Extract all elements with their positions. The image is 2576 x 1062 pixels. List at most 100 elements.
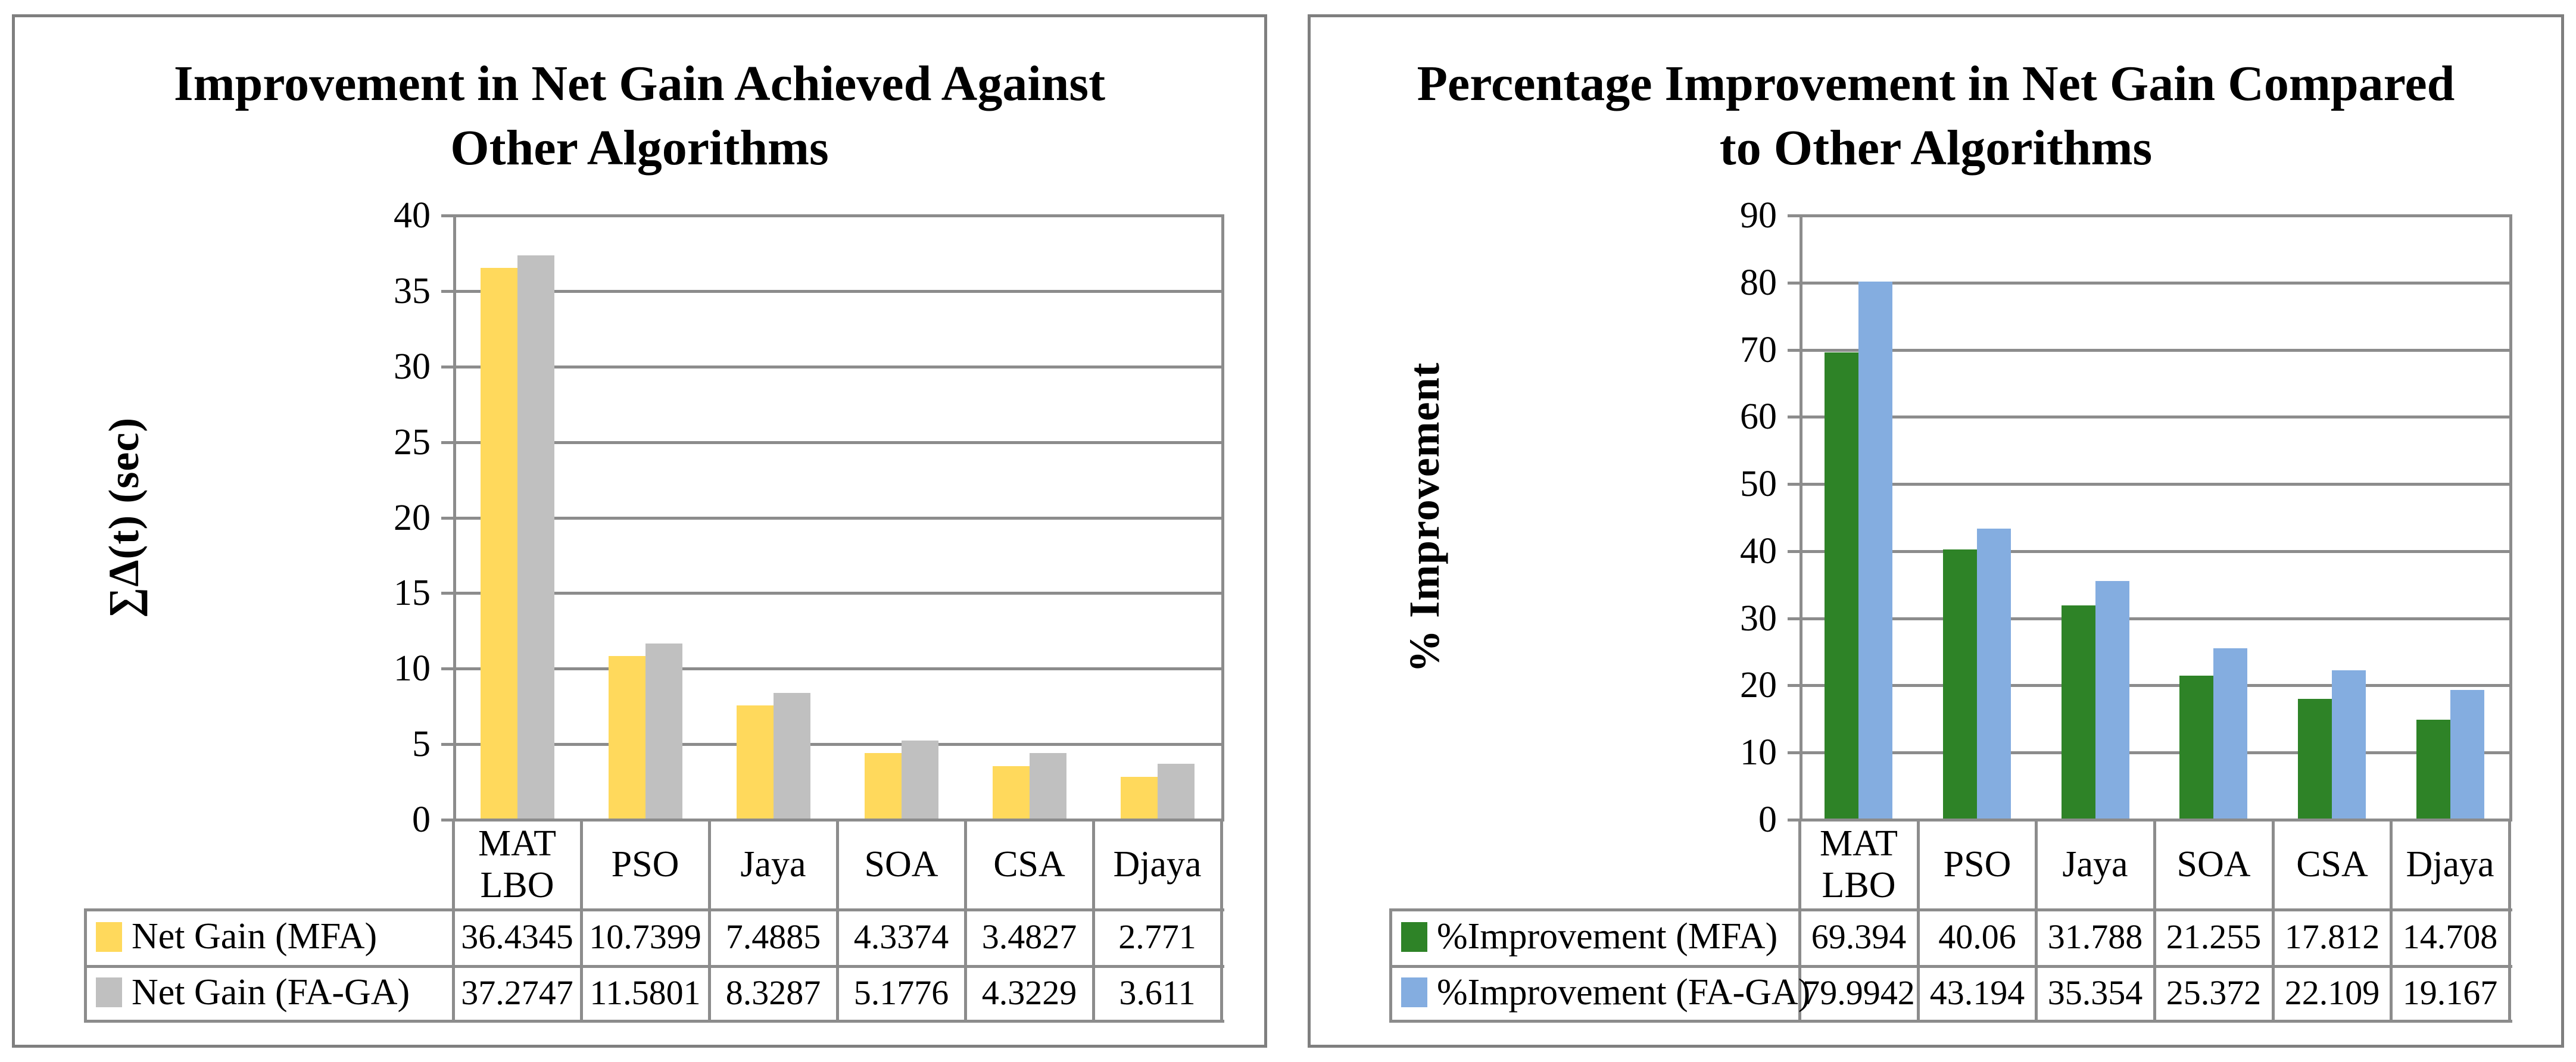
table-value-cell: 5.1776 xyxy=(853,973,949,1012)
gridline xyxy=(1800,751,2509,755)
table-border-line xyxy=(964,820,967,910)
category-label: PSO xyxy=(1943,844,2011,885)
y-tick-mark xyxy=(441,289,453,293)
y-axis-title: % Improvement xyxy=(1401,362,1448,673)
gridline xyxy=(453,289,1221,293)
y-tick-label: 70 xyxy=(1740,329,1777,370)
table-value-cell: 19.167 xyxy=(2402,973,2498,1012)
y-tick-label: 10 xyxy=(394,648,431,689)
legend-swatch xyxy=(1401,922,1427,952)
table-border-line xyxy=(1220,908,1223,1023)
table-border-line xyxy=(85,1020,1224,1023)
bar-series-0 xyxy=(2179,676,2214,819)
category-label: PSO xyxy=(611,844,679,885)
y-tick-mark xyxy=(441,819,453,822)
y-tick-mark xyxy=(1788,416,1800,419)
table-value-cell: 17.812 xyxy=(2284,917,2380,956)
bar-series-1 xyxy=(773,693,810,819)
y-tick-label: 60 xyxy=(1740,396,1777,438)
gridline xyxy=(1800,684,2509,688)
bar-series-0 xyxy=(1825,352,1859,819)
legend-swatch xyxy=(1401,977,1427,1007)
table-value-cell: 36.4345 xyxy=(461,917,573,956)
bar-series-1 xyxy=(1858,282,1893,819)
table-border-line xyxy=(84,908,87,1023)
legend-label: Net Gain (FA-GA) xyxy=(132,972,410,1013)
table-value-cell: 11.5801 xyxy=(590,973,701,1012)
table-value-cell: 31.788 xyxy=(2047,917,2143,956)
bar-series-1 xyxy=(1157,764,1195,819)
y-tick-mark xyxy=(1788,281,1800,285)
bar-series-1 xyxy=(1029,753,1066,819)
table-border-line xyxy=(452,908,455,1023)
net-gain-chart-panel: Improvement in Net Gain Achieved Against… xyxy=(12,14,1267,1048)
bar-series-0 xyxy=(1943,549,1977,819)
y-tick-label: 10 xyxy=(1740,732,1777,773)
gridline xyxy=(453,592,1221,595)
legend-item: %Improvement (MFA) xyxy=(1390,910,1796,964)
gridline xyxy=(1800,483,2509,486)
table-border-line xyxy=(1390,965,2512,968)
y-tick-mark xyxy=(1788,549,1800,553)
legend-item: Net Gain (MFA) xyxy=(85,910,450,964)
table-border-line xyxy=(580,820,583,910)
table-border-line xyxy=(2390,908,2393,1023)
table-border-line xyxy=(580,908,583,1023)
table-border-line xyxy=(452,820,455,910)
y-tick-label: 25 xyxy=(394,421,431,463)
gridline xyxy=(453,743,1221,746)
bar-series-1 xyxy=(2213,648,2248,819)
table-border-line xyxy=(1390,908,2512,911)
category-label: MAT LBO xyxy=(1820,823,1898,905)
chart-border-line xyxy=(453,214,1224,217)
bar-series-1 xyxy=(2450,690,2484,819)
y-tick-mark xyxy=(1788,483,1800,486)
table-border-line xyxy=(1390,1020,2512,1023)
category-label: CSA xyxy=(993,844,1065,885)
chart-border-line xyxy=(1800,214,1802,822)
table-border-line xyxy=(1917,820,1920,910)
table-value-cell: 79.9942 xyxy=(1802,973,1915,1012)
bar-series-1 xyxy=(645,644,682,819)
y-tick-mark xyxy=(441,667,453,671)
table-border-line xyxy=(1092,820,1095,910)
y-tick-mark xyxy=(1788,819,1800,822)
y-tick-label: 15 xyxy=(394,573,431,614)
y-tick-label: 40 xyxy=(394,195,431,236)
y-tick-label: 30 xyxy=(394,346,431,387)
chart-border-line xyxy=(453,214,456,822)
gridline xyxy=(1800,617,2509,620)
y-tick-label: 90 xyxy=(1740,195,1777,236)
legend-label: Net Gain (MFA) xyxy=(132,916,378,957)
bar-series-1 xyxy=(2332,670,2366,819)
chart-title: Improvement in Net Gain Achieved Against… xyxy=(173,56,1106,176)
table-border-line xyxy=(708,908,711,1023)
table-border-line xyxy=(2035,908,2038,1023)
table-border-line xyxy=(2508,820,2511,910)
table-value-cell: 22.109 xyxy=(2284,973,2380,1012)
table-value-cell: 37.2747 xyxy=(461,973,573,1012)
y-tick-label: 0 xyxy=(1758,799,1777,840)
y-tick-mark xyxy=(441,743,453,746)
table-value-cell: 2.771 xyxy=(1118,917,1196,956)
legend-label: %Improvement (FA-GA) xyxy=(1437,972,1811,1013)
table-value-cell: 4.3374 xyxy=(853,917,949,956)
percent-improvement-chart-panel: Percentage Improvement in Net Gain Compa… xyxy=(1308,14,2564,1048)
category-label: CSA xyxy=(2296,844,2368,885)
legend-label: %Improvement (MFA) xyxy=(1437,916,1778,957)
y-tick-mark xyxy=(1788,751,1800,755)
y-tick-label: 20 xyxy=(1740,665,1777,706)
y-tick-label: 35 xyxy=(394,270,431,311)
table-value-cell: 40.06 xyxy=(1938,917,2016,956)
gridline xyxy=(453,516,1221,520)
category-label: Djaya xyxy=(2406,844,2494,885)
category-label: Jaya xyxy=(740,844,806,885)
bar-series-1 xyxy=(517,255,554,819)
table-value-cell: 35.354 xyxy=(2047,973,2143,1012)
table-border-line xyxy=(2035,820,2038,910)
legend-item: Net Gain (FA-GA) xyxy=(85,966,450,1019)
table-value-cell: 4.3229 xyxy=(981,973,1077,1012)
chart-title: Percentage Improvement in Net Gain Compa… xyxy=(1417,56,2455,176)
table-border-line xyxy=(1220,820,1223,910)
